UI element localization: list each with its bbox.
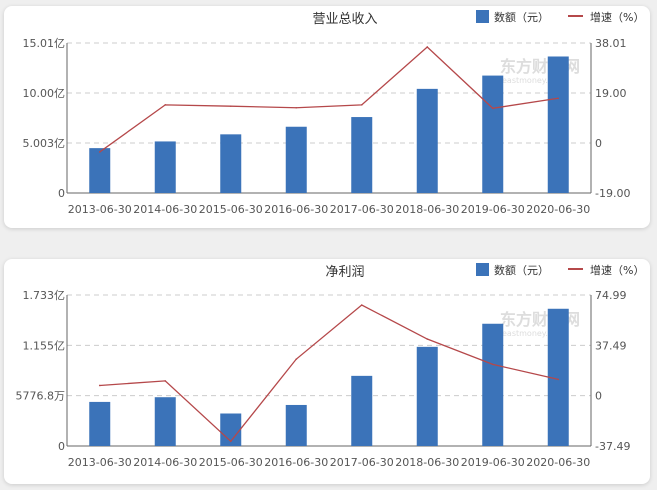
right-tick-label: 0 (595, 137, 602, 150)
bar (220, 134, 242, 193)
right-tick-label: 37.49 (595, 339, 627, 352)
growth-point (98, 384, 101, 387)
growth-point (491, 363, 494, 366)
left-tick-label: 15.01亿 (23, 37, 66, 50)
bar (89, 401, 111, 446)
left-tick-label: 10.00亿 (23, 87, 66, 100)
x-tick-label: 2020-06-30 (526, 456, 590, 469)
x-tick-label: 2017-06-30 (330, 203, 394, 216)
left-tick-label: 1.733亿 (23, 289, 66, 302)
watermark-en: eastmoney.com (502, 76, 565, 85)
x-tick-label: 2016-06-30 (264, 203, 328, 216)
legend-bar-label: 数额（元） (494, 11, 549, 24)
growth-point (491, 107, 494, 110)
x-tick-label: 2017-06-30 (330, 456, 394, 469)
bar (482, 75, 504, 193)
bar (416, 346, 438, 446)
bar (416, 88, 438, 193)
net-profit-chart-card: 净利润 数额（元） 增速（%） 东方财富网 eastmoney.com 0 -37.49 57… (4, 259, 650, 484)
watermark-en: eastmoney.com (502, 329, 565, 338)
legend-bar-label: 数额（元） (494, 264, 549, 277)
bar (154, 397, 176, 446)
growth-point (557, 97, 560, 100)
bar (285, 404, 307, 446)
growth-line (99, 304, 559, 443)
growth-point (229, 105, 232, 107)
x-tick-label: 2015-06-30 (199, 203, 263, 216)
revenue-chart-card: 营业总收入 数额（元） 增速（%） 东方财富网 eastmoney.com 0 -19.00… (4, 6, 650, 228)
bar (547, 308, 569, 446)
growth-point (295, 106, 298, 109)
legend-line-label: 增速（%） (590, 10, 644, 24)
growth-point (426, 46, 429, 48)
growth-point (360, 104, 363, 106)
legend-bar-swatch (476, 10, 489, 23)
bar (482, 323, 504, 446)
bar (89, 148, 111, 193)
growth-line (99, 46, 559, 153)
growth-point (164, 380, 167, 382)
growth-point (295, 358, 298, 360)
bar (351, 375, 373, 446)
x-tick-label: 2019-06-30 (461, 456, 525, 469)
right-tick-label: -37.49 (595, 440, 630, 453)
x-tick-label: 2014-06-30 (133, 456, 197, 469)
right-tick-label: 38.01 (595, 37, 627, 50)
left-tick-label: 5776.8万 (16, 390, 66, 403)
growth-point (360, 304, 363, 306)
growth-point (164, 104, 167, 106)
x-tick-label: 2020-06-30 (526, 203, 590, 216)
right-tick-label: 74.99 (595, 289, 627, 302)
x-tick-label: 2019-06-30 (461, 203, 525, 216)
x-tick-label: 2018-06-30 (395, 203, 459, 216)
chart-title: 净利润 (325, 265, 364, 280)
left-tick-label: 5.003亿 (23, 137, 66, 150)
bar (285, 126, 307, 193)
right-tick-label: 0 (595, 390, 602, 403)
growth-point (426, 338, 429, 340)
x-tick-label: 2014-06-30 (133, 203, 197, 216)
right-tick-label: -19.00 (595, 187, 630, 200)
chart-title: 营业总收入 (312, 12, 377, 27)
legend-line-label: 增速（%） (590, 263, 644, 277)
x-tick-label: 2018-06-30 (395, 456, 459, 469)
bar (351, 117, 373, 193)
growth-point (229, 440, 232, 443)
left-tick-label: 0 (58, 187, 65, 200)
growth-point (557, 378, 560, 381)
right-tick-label: 19.00 (595, 87, 627, 100)
growth-point (98, 151, 101, 153)
legend-bar-swatch (476, 263, 489, 276)
x-tick-label: 2016-06-30 (264, 456, 328, 469)
bar (154, 141, 176, 193)
left-tick-label: 1.155亿 (23, 339, 66, 352)
x-tick-label: 2013-06-30 (68, 456, 132, 469)
x-tick-label: 2013-06-30 (68, 203, 132, 216)
bar (220, 413, 242, 446)
bar (547, 56, 569, 194)
left-tick-label: 0 (58, 440, 65, 453)
x-tick-label: 2015-06-30 (199, 456, 263, 469)
